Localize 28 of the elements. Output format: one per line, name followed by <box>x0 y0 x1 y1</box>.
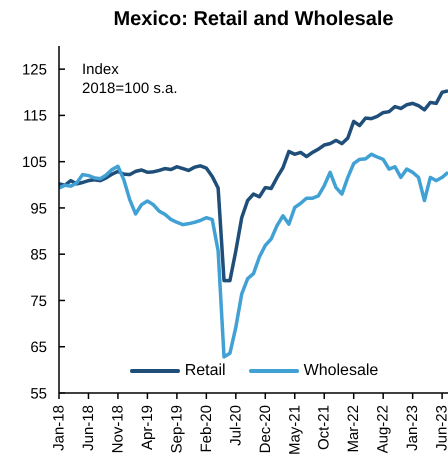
legend-label: Retail <box>184 362 226 380</box>
y-tick-label: 95 <box>30 200 47 218</box>
x-tick-label: Jun-23 <box>434 405 448 451</box>
line-series <box>59 152 448 359</box>
y-tick-label: 65 <box>30 339 47 356</box>
y-tick-label: 115 <box>23 108 47 125</box>
annotation: 2018=100 s.a. <box>82 79 178 98</box>
x-tick-label: Jun-18 <box>80 405 97 451</box>
x-tick-label: Jul-20 <box>227 405 244 446</box>
y-tick-label: 75 <box>30 292 47 310</box>
x-tick-label: Mar-22 <box>345 405 362 453</box>
chart-title: Mexico: Retail and Wholesale <box>112 8 395 31</box>
x-tick-label: Oct-21 <box>316 405 333 450</box>
x-tick-label: Apr-19 <box>138 405 156 450</box>
y-tick-label: 125 <box>22 61 47 78</box>
x-tick-label: Jan-18 <box>50 405 68 451</box>
y-tick-label: 85 <box>30 246 47 264</box>
x-tick-label: Jan-23 <box>404 405 422 451</box>
legend-label: Wholesale <box>304 362 378 380</box>
x-tick-label: Nov-18 <box>109 405 126 454</box>
y-tick-label: 55 <box>30 385 47 402</box>
x-tick-label: Aug-22 <box>374 405 392 454</box>
x-tick-label: May-21 <box>286 405 304 456</box>
x-tick-label: Dec-20 <box>256 405 274 454</box>
annotation: Index <box>82 60 120 79</box>
x-tick-label: Feb-20 <box>198 405 215 453</box>
x-tick-label: Sep-19 <box>168 405 186 454</box>
y-tick-label: 105 <box>22 154 47 171</box>
